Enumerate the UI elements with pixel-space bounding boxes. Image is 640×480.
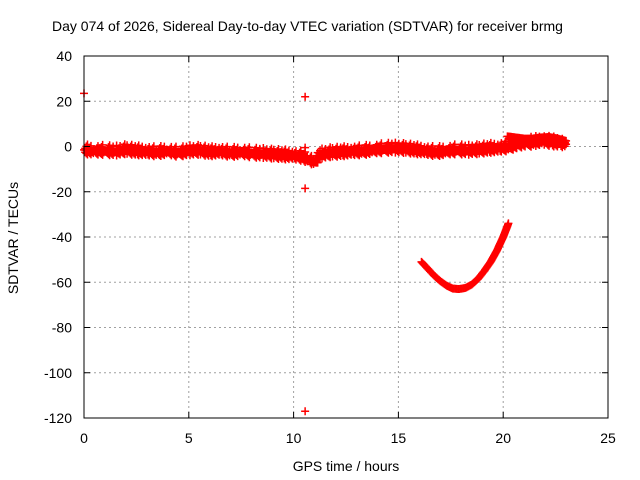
x-tick-label: 25: [600, 430, 616, 446]
data-point: [461, 141, 470, 150]
data-point: [387, 139, 396, 148]
data-points: [80, 89, 571, 416]
data-point: [562, 136, 571, 145]
x-tick-label: 10: [286, 430, 302, 446]
y-tick-label: -40: [52, 229, 72, 245]
axis-ticks: [83, 55, 609, 419]
data-point: [109, 142, 118, 151]
y-tick-label: 20: [56, 93, 72, 109]
y-tick-label: -100: [44, 365, 72, 381]
series-arc: [417, 219, 513, 294]
y-tick-label: -20: [52, 184, 72, 200]
x-tick-label: 20: [495, 430, 511, 446]
data-point: [245, 143, 254, 152]
outlier-point: [301, 184, 310, 193]
x-axis-label: GPS time / hours: [293, 458, 400, 474]
series-upper-segment: [503, 132, 571, 147]
series-main-band: [80, 131, 571, 169]
tick-labels: 0 5 10 15 20 25 40 20 0 -20 -40 -60 -80 -100 -120: [44, 48, 616, 446]
y-tick-label: 0: [64, 139, 72, 155]
y-tick-label: -60: [52, 274, 72, 290]
y-tick-label: 40: [56, 48, 72, 64]
data-point: [450, 140, 459, 149]
x-tick-label: 0: [80, 430, 88, 446]
data-point: [377, 139, 386, 148]
data-point: [98, 140, 107, 149]
chart-title: Day 074 of 2026, Sidereal Day-to-day VTE…: [52, 18, 563, 34]
data-point: [504, 219, 513, 228]
y-tick-label: -120: [44, 410, 72, 426]
series-outliers: [80, 89, 310, 416]
outlier-point: [301, 407, 310, 416]
y-tick-label: -80: [52, 320, 72, 336]
data-point: [171, 142, 180, 151]
x-tick-label: 15: [391, 430, 407, 446]
x-tick-label: 5: [185, 430, 193, 446]
outlier-point: [301, 143, 310, 152]
data-point: [182, 142, 191, 151]
outlier-point: [301, 92, 310, 101]
data-point: [255, 144, 264, 153]
y-axis-label: SDTVAR / TECUs: [5, 182, 21, 294]
